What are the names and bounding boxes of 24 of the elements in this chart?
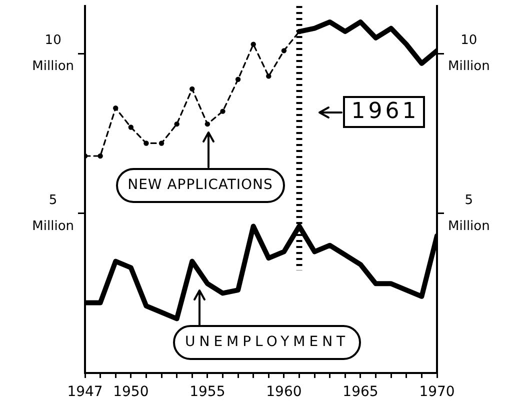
point xyxy=(220,108,226,114)
y2-tick-label: 5 Million xyxy=(448,192,490,234)
x-tick-label: 1950 xyxy=(113,384,149,400)
point xyxy=(144,140,149,146)
x-tick-label: 1947 xyxy=(67,384,103,400)
ref-line-label: 1961 xyxy=(351,99,420,125)
point xyxy=(190,86,195,92)
point xyxy=(250,42,256,47)
point xyxy=(98,153,103,159)
x-tick-label: 1970 xyxy=(419,384,455,400)
point xyxy=(235,76,241,82)
x-tick-label: 1955 xyxy=(190,384,226,400)
point xyxy=(174,121,180,127)
x-tick-label: 1960 xyxy=(266,384,302,400)
point xyxy=(158,140,164,146)
annotation: NEW APPLICATIONS xyxy=(128,176,273,193)
point xyxy=(113,106,118,111)
point xyxy=(204,121,210,127)
point xyxy=(281,48,287,54)
x-tick-label: 1965 xyxy=(342,384,378,400)
y2-tick-label: 10 Million xyxy=(448,33,490,74)
point xyxy=(266,74,272,79)
point xyxy=(128,124,134,130)
annotation: UNEMPLOYMENT xyxy=(184,334,350,351)
